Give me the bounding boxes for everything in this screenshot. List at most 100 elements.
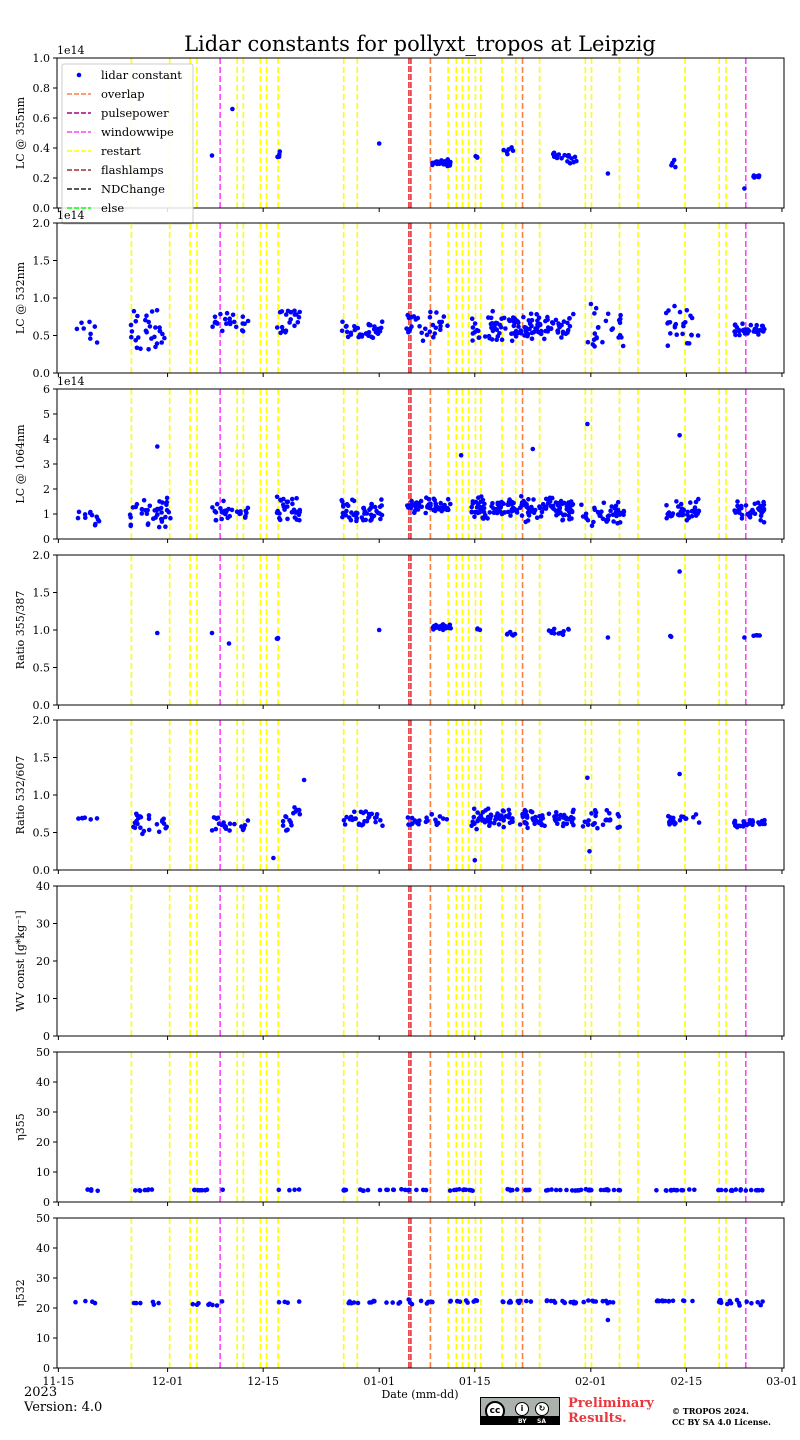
data-point	[153, 325, 158, 330]
data-point	[141, 498, 147, 503]
data-point	[446, 624, 452, 629]
data-point	[137, 1188, 143, 1193]
data-point	[129, 329, 135, 334]
data-point	[210, 324, 215, 330]
y-tick-label: 0.5	[33, 330, 51, 343]
data-point	[420, 338, 426, 344]
data-point	[555, 501, 561, 506]
data-point	[243, 508, 249, 514]
data-point	[379, 497, 384, 502]
y-axis-label: LC @ 355nm	[14, 96, 27, 169]
data-point	[297, 812, 303, 817]
data-point	[149, 336, 154, 341]
data-point	[600, 822, 606, 828]
data-point	[472, 321, 478, 326]
data-point	[132, 825, 138, 831]
data-point	[458, 453, 464, 458]
data-point	[92, 324, 98, 329]
legend-label: windowwipe	[101, 125, 174, 139]
data-point	[230, 106, 235, 112]
data-point	[616, 814, 622, 819]
data-point	[489, 321, 495, 326]
legend: lidar constant overlap pulsepower windowwip…	[61, 63, 194, 225]
data-point	[692, 505, 698, 510]
data-point	[665, 511, 670, 517]
data-point	[674, 499, 679, 504]
data-point	[739, 516, 745, 521]
data-point	[160, 331, 165, 337]
x-tick-label: 12-15	[247, 1375, 279, 1388]
data-point	[346, 1300, 352, 1306]
points-eta532	[73, 1297, 765, 1323]
data-point	[758, 518, 763, 523]
data-point	[566, 508, 572, 514]
data-point	[489, 504, 494, 509]
data-point	[556, 816, 562, 822]
data-point	[519, 513, 525, 518]
data-point	[605, 635, 611, 640]
legend-label: else	[101, 201, 124, 215]
data-point	[419, 330, 425, 336]
data-point	[344, 508, 349, 514]
data-point	[509, 338, 515, 344]
data-point	[513, 334, 519, 339]
data-point	[509, 501, 514, 507]
data-point	[728, 1300, 734, 1306]
data-point	[737, 510, 742, 515]
data-point	[681, 814, 686, 820]
data-point	[534, 312, 539, 317]
data-point	[593, 1299, 599, 1304]
data-point	[406, 1297, 412, 1302]
data-point	[550, 505, 555, 510]
data-point	[589, 523, 595, 528]
data-point	[603, 1187, 609, 1192]
y-tick-label: 0.8	[33, 82, 51, 95]
data-point	[725, 1301, 730, 1307]
data-point	[569, 502, 575, 508]
data-point	[341, 1187, 347, 1193]
data-point	[292, 1187, 297, 1193]
y-axis-label: Ratio 532/607	[14, 756, 27, 835]
data-point	[585, 775, 590, 781]
data-point	[423, 1187, 429, 1193]
data-point	[445, 496, 451, 502]
data-point	[611, 519, 616, 524]
data-point	[592, 331, 598, 336]
data-point	[510, 816, 515, 821]
data-point	[431, 624, 437, 630]
data-point	[495, 811, 500, 816]
data-point	[564, 821, 570, 827]
data-point	[275, 154, 280, 160]
data-point	[145, 521, 151, 526]
points-ratio532_607	[76, 771, 767, 863]
data-point	[428, 501, 433, 507]
data-point	[168, 515, 173, 521]
y-tick-label: 0.0	[33, 699, 51, 712]
data-point	[540, 501, 546, 507]
data-point	[147, 324, 153, 329]
data-point	[669, 818, 674, 823]
data-point	[390, 1300, 396, 1305]
data-point	[88, 1188, 94, 1193]
by-person-icon: i	[515, 1402, 529, 1416]
data-point	[418, 1298, 424, 1304]
data-point	[603, 318, 609, 324]
data-point	[689, 315, 695, 321]
data-point	[369, 334, 374, 340]
x-tick-label: 02-01	[575, 1375, 607, 1388]
data-point	[155, 444, 160, 449]
data-point	[209, 153, 215, 158]
y-tick-label: 1.5	[33, 255, 51, 268]
data-point	[723, 1187, 729, 1193]
data-point	[521, 314, 526, 320]
data-point	[603, 1298, 609, 1304]
y-tick-label: 40	[36, 1076, 50, 1089]
points-eta355	[85, 1186, 765, 1194]
data-point	[473, 510, 479, 515]
data-point	[131, 308, 137, 314]
data-point	[194, 1302, 200, 1307]
legend-label: pulsepower	[101, 106, 169, 120]
data-point	[379, 512, 385, 518]
data-point	[618, 316, 623, 322]
data-point	[204, 1187, 210, 1192]
